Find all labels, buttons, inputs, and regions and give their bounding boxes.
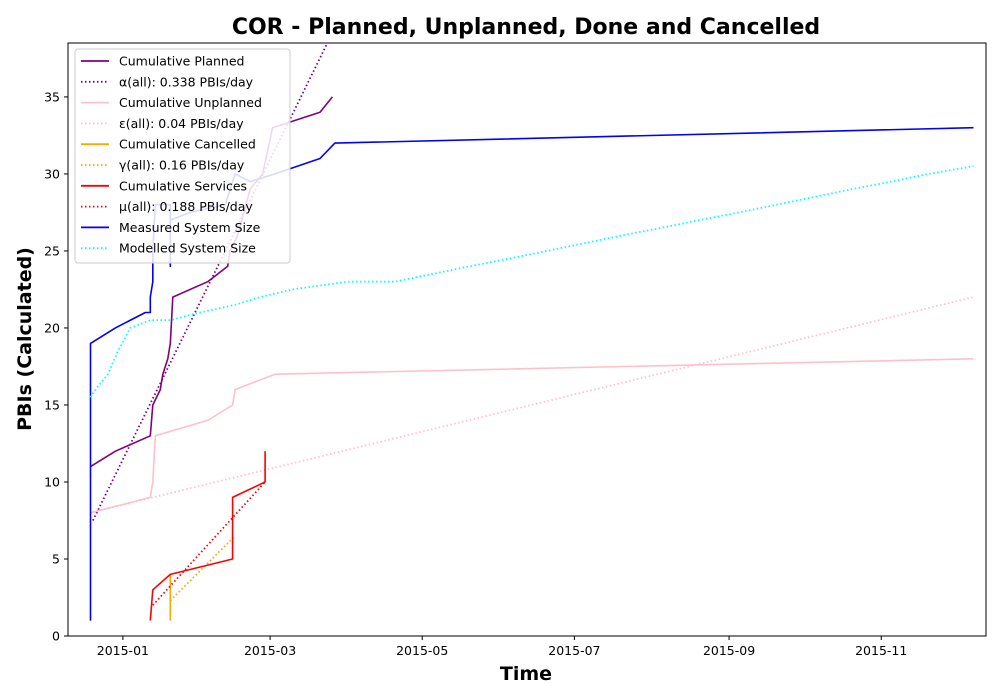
x-tick-label: 2015-11 <box>855 643 907 658</box>
legend-label: Cumulative Cancelled <box>119 137 256 152</box>
legend-label: α(all): 0.338 PBIs/day <box>119 74 254 89</box>
x-axis-label: Time <box>500 663 552 685</box>
legend-label: Cumulative Unplanned <box>119 95 262 110</box>
series-line-all-0-16-pbis-day <box>169 535 236 602</box>
y-axis-label: PBIs (Calculated) <box>14 247 36 431</box>
legend-label: γ(all): 0.16 PBIs/day <box>119 158 245 173</box>
legend-label: Cumulative Services <box>119 178 247 193</box>
y-tick-label: 25 <box>44 243 60 258</box>
y-tick-label: 35 <box>44 89 60 104</box>
y-tick-label: 20 <box>44 320 60 335</box>
y-tick-label: 10 <box>44 474 60 489</box>
y-tick-label: 15 <box>44 397 60 412</box>
series-line-cumulative-unplanned <box>90 358 974 514</box>
x-tick-label: 2015-07 <box>548 643 600 658</box>
chart-title: COR - Planned, Unplanned, Done and Cance… <box>232 15 820 40</box>
plot-frame <box>67 42 987 637</box>
y-tick-label: 5 <box>52 551 60 566</box>
legend-label: Cumulative Planned <box>119 54 244 69</box>
x-axis: 2015-01 2015-03 2015-05 2015-07 2015-09 2015-… <box>97 636 907 658</box>
series-line-all-0-04-pbis-day <box>92 296 974 513</box>
y-tick-label: 0 <box>52 629 60 644</box>
x-tick-label: 2015-01 <box>97 643 149 658</box>
y-axis: 0 5 10 15 20 25 30 35 <box>44 89 68 644</box>
series-line-modelled-system-size <box>89 165 974 398</box>
x-tick-label: 2015-05 <box>396 643 448 658</box>
x-tick-label: 2015-03 <box>244 643 296 658</box>
x-tick-label: 2015-09 <box>703 643 755 658</box>
legend: Cumulative Planned α(all): 0.338 PBIs/day… <box>74 48 291 264</box>
legend-label: Measured System Size <box>119 220 261 235</box>
legend-label: μ(all): 0.188 PBIs/day <box>119 199 253 214</box>
legend-box <box>74 48 291 264</box>
legend-label: ε(all): 0.04 PBIs/day <box>119 116 244 131</box>
series-line-cumulative-services <box>149 451 266 621</box>
legend-label: Modelled System Size <box>119 241 256 256</box>
y-tick-label: 30 <box>44 166 60 181</box>
series-line-all-0-338-pbis-day <box>92 43 329 521</box>
